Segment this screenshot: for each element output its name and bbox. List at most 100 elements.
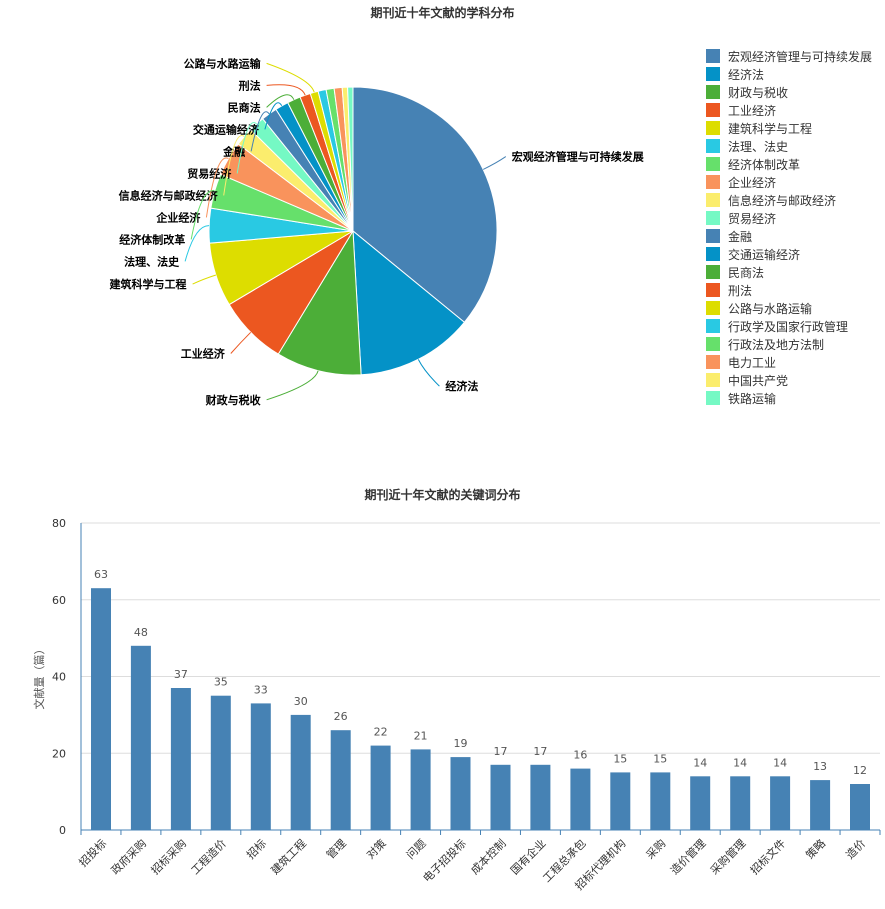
y-tick-label: 80 — [52, 517, 66, 530]
legend-label: 公路与水路运输 — [728, 301, 813, 316]
legend-swatch — [706, 103, 720, 117]
y-tick-label: 40 — [52, 671, 66, 684]
pie-leader-line — [266, 370, 319, 401]
legend-swatch — [706, 67, 720, 81]
bar[interactable] — [170, 688, 191, 830]
x-tick-label: 问题 — [404, 837, 429, 862]
x-tick-label: 造价 — [843, 836, 868, 861]
bar[interactable] — [730, 776, 751, 830]
legend-label: 宏观经济管理与可持续发展 — [728, 49, 873, 64]
legend-item[interactable]: 信息经济与邮政经济 — [706, 191, 872, 209]
legend-item[interactable]: 贸易经济 — [706, 209, 872, 227]
legend-item[interactable]: 铁路运输 — [706, 389, 872, 407]
bar-value-label: 14 — [773, 756, 787, 769]
pie-slice-label: 财政与税收 — [205, 393, 261, 407]
legend-item[interactable]: 行政法及地方法制 — [706, 335, 872, 353]
pie-slice[interactable] — [352, 229, 466, 376]
legend-swatch — [706, 355, 720, 369]
legend-item[interactable]: 经济体制改革 — [706, 155, 872, 173]
legend-item[interactable]: 交通运输经济 — [706, 245, 872, 263]
legend-item[interactable]: 建筑科学与工程 — [706, 119, 872, 137]
pie-leader-line — [184, 225, 210, 262]
legend-swatch — [706, 175, 720, 189]
legend-swatch — [706, 319, 720, 333]
bar[interactable] — [410, 749, 431, 830]
pie-slice[interactable] — [347, 86, 354, 232]
pie-leader-line — [223, 135, 245, 196]
x-tick-label: 工程造价 — [188, 836, 229, 877]
legend-label: 经济体制改革 — [728, 157, 801, 172]
legend-swatch — [706, 211, 720, 225]
pie-leader-line — [192, 274, 217, 285]
legend-item[interactable]: 公路与水路运输 — [706, 299, 872, 317]
bar[interactable] — [370, 745, 391, 830]
bar[interactable] — [490, 764, 511, 830]
legend-label: 贸易经济 — [728, 211, 777, 226]
pie-leader-line — [482, 156, 507, 170]
legend-item[interactable]: 工业经济 — [706, 101, 872, 119]
bar-value-label: 13 — [813, 760, 827, 773]
legend-item[interactable]: 法理、法史 — [706, 137, 872, 155]
legend-swatch — [706, 265, 720, 279]
bar[interactable] — [530, 764, 551, 830]
bar[interactable] — [770, 776, 791, 830]
bar-value-label: 15 — [653, 752, 667, 765]
bar[interactable] — [330, 730, 351, 830]
legend-swatch — [706, 247, 720, 261]
legend-label: 刑法 — [728, 283, 753, 298]
legend-label: 电力工业 — [728, 355, 777, 370]
bar-value-label: 16 — [573, 749, 587, 762]
legend-label: 行政法及地方法制 — [728, 337, 825, 352]
legend-item[interactable]: 宏观经济管理与可持续发展 — [706, 47, 872, 65]
pie-slice-label: 法理、法史 — [124, 254, 180, 268]
pie-slice-label: 经济法 — [445, 379, 478, 393]
legend-label: 法理、法史 — [728, 139, 789, 154]
pie-slice-label: 工业经济 — [181, 346, 226, 360]
legend-swatch — [706, 301, 720, 315]
legend-item[interactable]: 中国共产党 — [706, 371, 872, 389]
pie-leader-line — [264, 102, 283, 130]
bar[interactable] — [210, 695, 231, 830]
pie-slice[interactable] — [277, 229, 362, 376]
bar[interactable] — [450, 757, 471, 830]
pie-slice[interactable] — [352, 86, 498, 323]
bar-value-label: 33 — [254, 683, 268, 696]
legend-item[interactable]: 电力工业 — [706, 353, 872, 371]
bar[interactable] — [250, 703, 271, 830]
legend-item[interactable]: 经济法 — [706, 65, 872, 83]
pie-leader-line — [266, 62, 315, 93]
legend-item[interactable]: 刑法 — [706, 281, 872, 299]
y-axis-title: 文献量（篇） — [32, 644, 46, 710]
bar[interactable] — [570, 768, 591, 830]
x-tick-label: 造价管理 — [667, 836, 708, 877]
legend-item[interactable]: 企业经济 — [706, 173, 872, 191]
x-tick-label: 招标 — [243, 836, 268, 861]
legend-item[interactable]: 行政学及国家行政管理 — [706, 317, 872, 335]
pie-slice-label: 金融 — [222, 144, 245, 158]
x-tick-label: 策略 — [803, 836, 828, 861]
legend-swatch — [706, 373, 720, 387]
pie-slice-label: 宏观经济管理与可持续发展 — [512, 150, 645, 164]
x-tick-label: 招投标 — [76, 836, 109, 869]
bar-value-label: 48 — [134, 626, 148, 639]
bar[interactable] — [91, 588, 111, 830]
bar-value-label: 37 — [174, 668, 188, 681]
bar[interactable] — [650, 772, 671, 830]
legend-item[interactable]: 民商法 — [706, 263, 872, 281]
bar[interactable] — [610, 772, 631, 830]
legend-item[interactable]: 财政与税收 — [706, 83, 872, 101]
bar-chart: 020406080文献量（篇）63招投标48政府采购37招标采购35工程造价33… — [32, 517, 881, 893]
legend-label: 交通运输经济 — [728, 247, 801, 262]
bar[interactable] — [290, 714, 311, 830]
legend-item[interactable]: 金融 — [706, 227, 872, 245]
bar[interactable] — [850, 784, 870, 830]
x-tick-label: 招标采购 — [148, 836, 189, 877]
legend-label: 经济法 — [728, 67, 765, 82]
bar[interactable] — [690, 776, 711, 830]
legend-label: 中国共产党 — [728, 373, 789, 388]
x-tick-label: 建筑工程 — [268, 836, 309, 877]
bar[interactable] — [130, 645, 151, 830]
x-tick-label: 采购 — [643, 836, 668, 861]
bar[interactable] — [810, 780, 831, 830]
